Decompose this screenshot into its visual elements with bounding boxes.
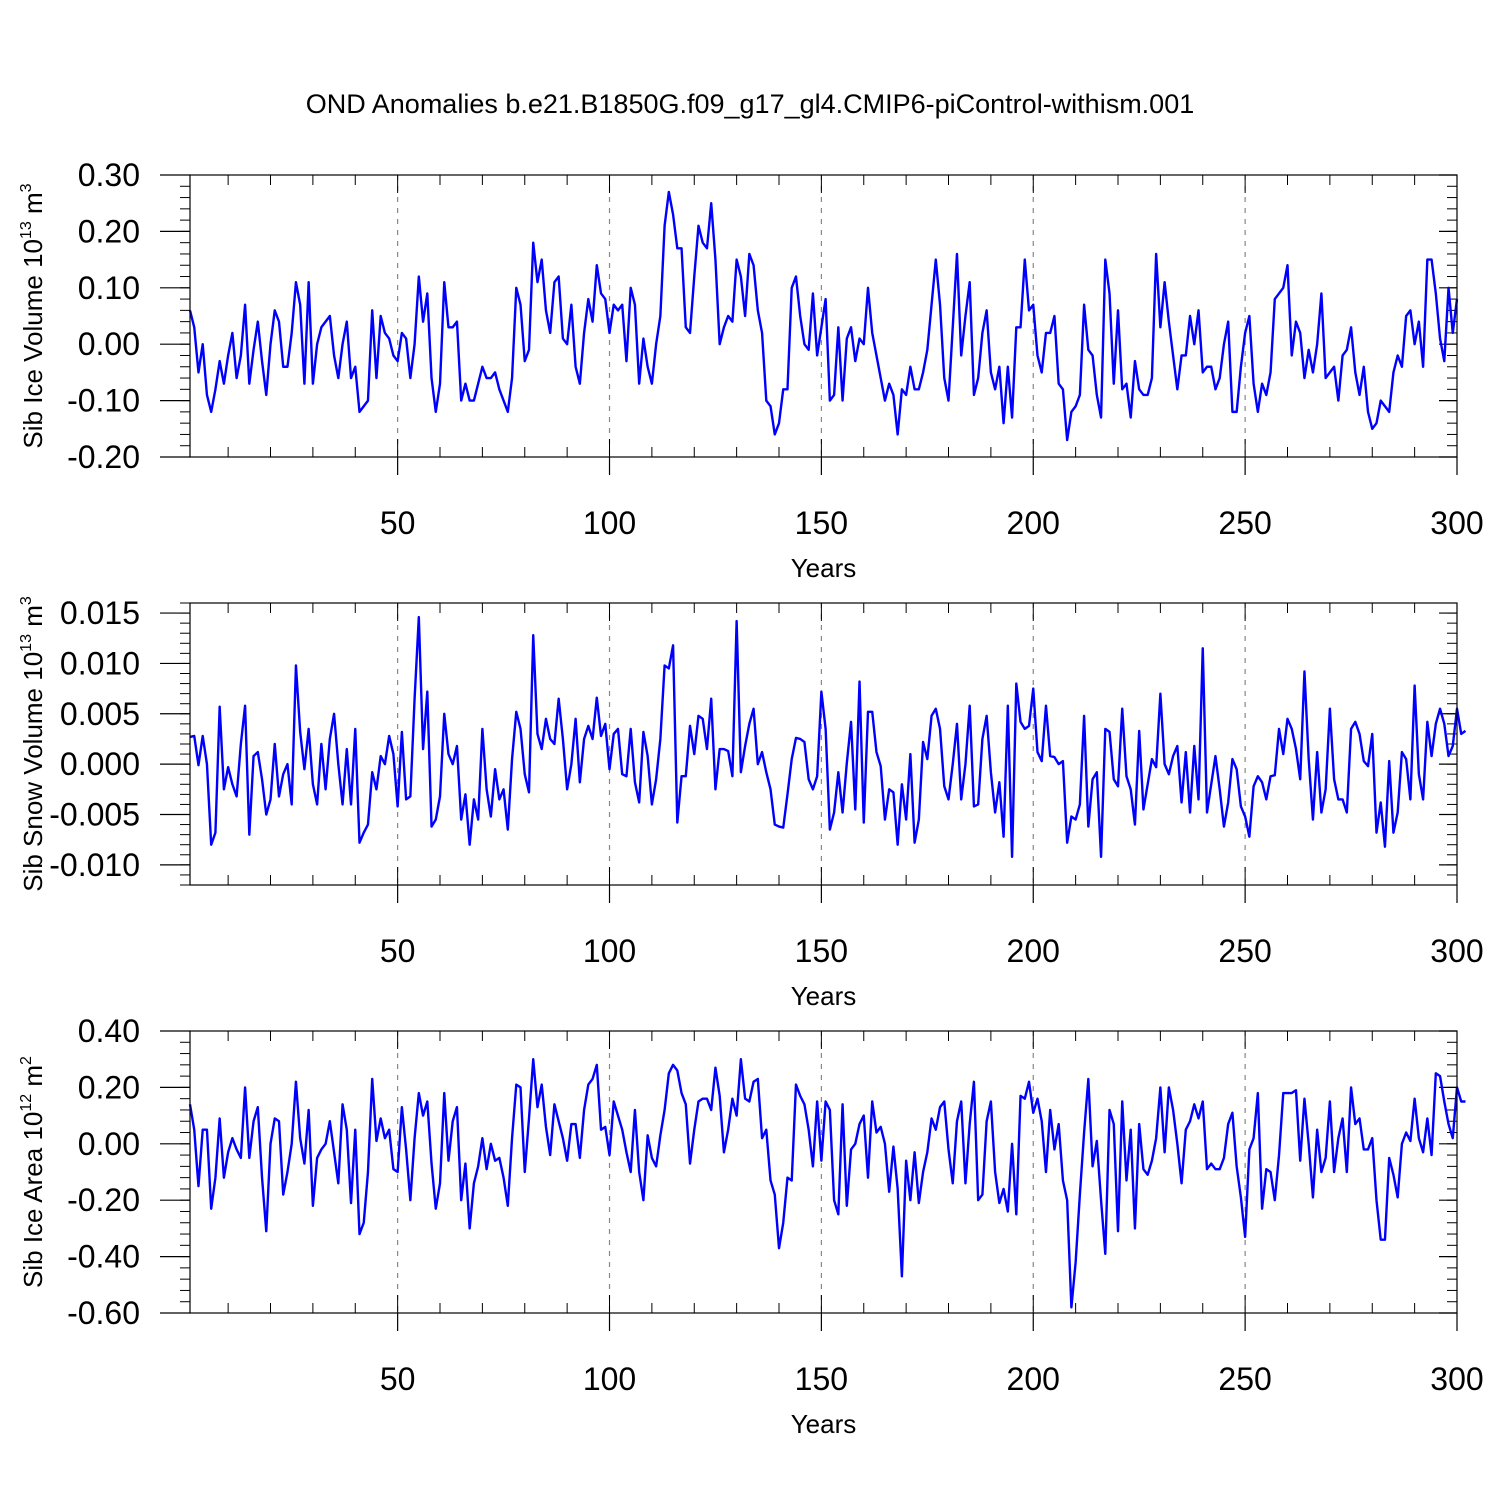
x-tick-label: 250 bbox=[1218, 1361, 1271, 1397]
y-tick-label: 0.30 bbox=[78, 157, 140, 193]
series-line bbox=[188, 190, 1459, 442]
y-tick-label: -0.20 bbox=[67, 439, 140, 475]
x-tick-label: 150 bbox=[795, 1361, 848, 1397]
x-axis-label: Years bbox=[791, 553, 857, 583]
x-tick-label: 200 bbox=[1007, 933, 1060, 969]
y-tick-label: 0.005 bbox=[60, 696, 140, 732]
y-tick-label: -0.60 bbox=[67, 1295, 140, 1331]
x-tick-label: 250 bbox=[1218, 933, 1271, 969]
x-tick-label: 200 bbox=[1007, 505, 1060, 541]
x-tick-label: 150 bbox=[795, 505, 848, 541]
y-tick-label: 0.00 bbox=[78, 326, 140, 362]
y-tick-label: 0.00 bbox=[78, 1126, 140, 1162]
x-tick-label: 50 bbox=[380, 505, 416, 541]
x-tick-label: 50 bbox=[380, 1361, 416, 1397]
y-tick-label: 0.40 bbox=[78, 1013, 140, 1049]
y-tick-label: 0.20 bbox=[78, 213, 140, 249]
y-tick-label: -0.005 bbox=[49, 797, 140, 833]
y-tick-label: -0.40 bbox=[67, 1239, 140, 1275]
y-tick-label: 0.010 bbox=[60, 645, 140, 681]
chart-title: OND Anomalies b.e21.B1850G.f09_g17_gl4.C… bbox=[306, 89, 1194, 119]
series-line bbox=[188, 1057, 1466, 1309]
y-tick-label: -0.010 bbox=[49, 847, 140, 883]
plot-frame bbox=[189, 1030, 1458, 1314]
x-axis-label: Years bbox=[791, 981, 857, 1011]
panel-sib-ice-volume: -0.20 -0.10 0.00 0.10 0.20 0.30 50 100 150 200 250… bbox=[18, 157, 1484, 583]
panel-sib-ice-area: -0.60 -0.40 -0.20 0.00 0.20 0.40 50 100 150 200 25… bbox=[18, 1013, 1484, 1439]
x-axis-label: Years bbox=[791, 1409, 857, 1439]
x-tick-label: 300 bbox=[1430, 933, 1483, 969]
y-tick-label: 0.20 bbox=[78, 1069, 140, 1105]
y-tick-label: -0.20 bbox=[67, 1182, 140, 1218]
x-tick-label: 250 bbox=[1218, 505, 1271, 541]
y-axis-label: Sib Snow Volume 1013 m3 bbox=[18, 596, 48, 892]
plot-frame bbox=[189, 174, 1458, 458]
plot-frame bbox=[189, 602, 1458, 886]
y-axis-label: Sib Ice Volume 1013 m3 bbox=[18, 183, 48, 448]
y-axis-label: Sib Ice Area 1012 m2 bbox=[18, 1056, 48, 1288]
y-tick-label: -0.10 bbox=[67, 383, 140, 419]
panel-sib-snow-volume: -0.010 -0.005 0.000 0.005 0.010 0.015 50 100 150… bbox=[18, 595, 1484, 1011]
x-tick-label: 50 bbox=[380, 933, 416, 969]
x-tick-label: 100 bbox=[583, 1361, 636, 1397]
x-tick-label: 300 bbox=[1430, 1361, 1483, 1397]
x-tick-label: 100 bbox=[583, 505, 636, 541]
x-tick-label: 200 bbox=[1007, 1361, 1060, 1397]
x-tick-label: 300 bbox=[1430, 505, 1483, 541]
x-tick-label: 150 bbox=[795, 933, 848, 969]
series-line bbox=[189, 615, 1467, 858]
y-tick-label: 0.000 bbox=[60, 746, 140, 782]
y-tick-label: 0.10 bbox=[78, 270, 140, 306]
x-tick-label: 100 bbox=[583, 933, 636, 969]
y-tick-label: 0.015 bbox=[60, 595, 140, 631]
